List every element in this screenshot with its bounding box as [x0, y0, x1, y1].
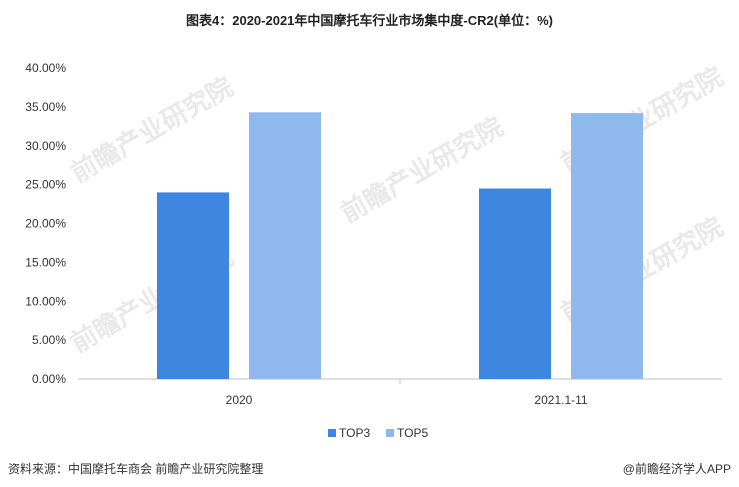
x-tick-label: 2020	[226, 393, 253, 407]
legend-swatch-top3	[328, 429, 336, 437]
y-tick-label: 25.00%	[25, 178, 66, 192]
y-tick-label: 20.00%	[25, 217, 66, 231]
bar-top5-0	[249, 112, 321, 379]
brand-label: @前瞻经济学人APP	[622, 462, 731, 476]
y-tick-label: 40.00%	[25, 61, 66, 75]
y-tick-label: 10.00%	[25, 294, 66, 308]
legend-label-top3: TOP3	[339, 426, 370, 440]
chart-title: 图表4：2020-2021年中国摩托车行业市场集中度-CR2(单位：%)	[186, 13, 553, 28]
y-tick-label: 0.00%	[32, 372, 66, 386]
y-tick-label: 35.00%	[25, 100, 66, 114]
bar-top5-1	[571, 113, 643, 379]
bar-top3-0	[157, 192, 229, 379]
legend-swatch-top5	[386, 429, 394, 437]
y-tick-label: 15.00%	[25, 255, 66, 269]
source-note: 资料来源：中国摩托车商会 前瞻产业研究院整理	[8, 462, 264, 476]
y-tick-label: 30.00%	[25, 139, 66, 153]
legend-label-top5: TOP5	[397, 426, 428, 440]
x-tick-label: 2021.1-11	[534, 393, 587, 407]
bar-top3-1	[479, 188, 551, 379]
y-tick-label: 5.00%	[32, 333, 66, 347]
